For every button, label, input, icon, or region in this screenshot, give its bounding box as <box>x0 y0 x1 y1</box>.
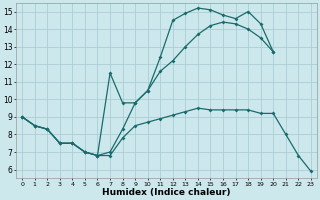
X-axis label: Humidex (Indice chaleur): Humidex (Indice chaleur) <box>102 188 231 197</box>
